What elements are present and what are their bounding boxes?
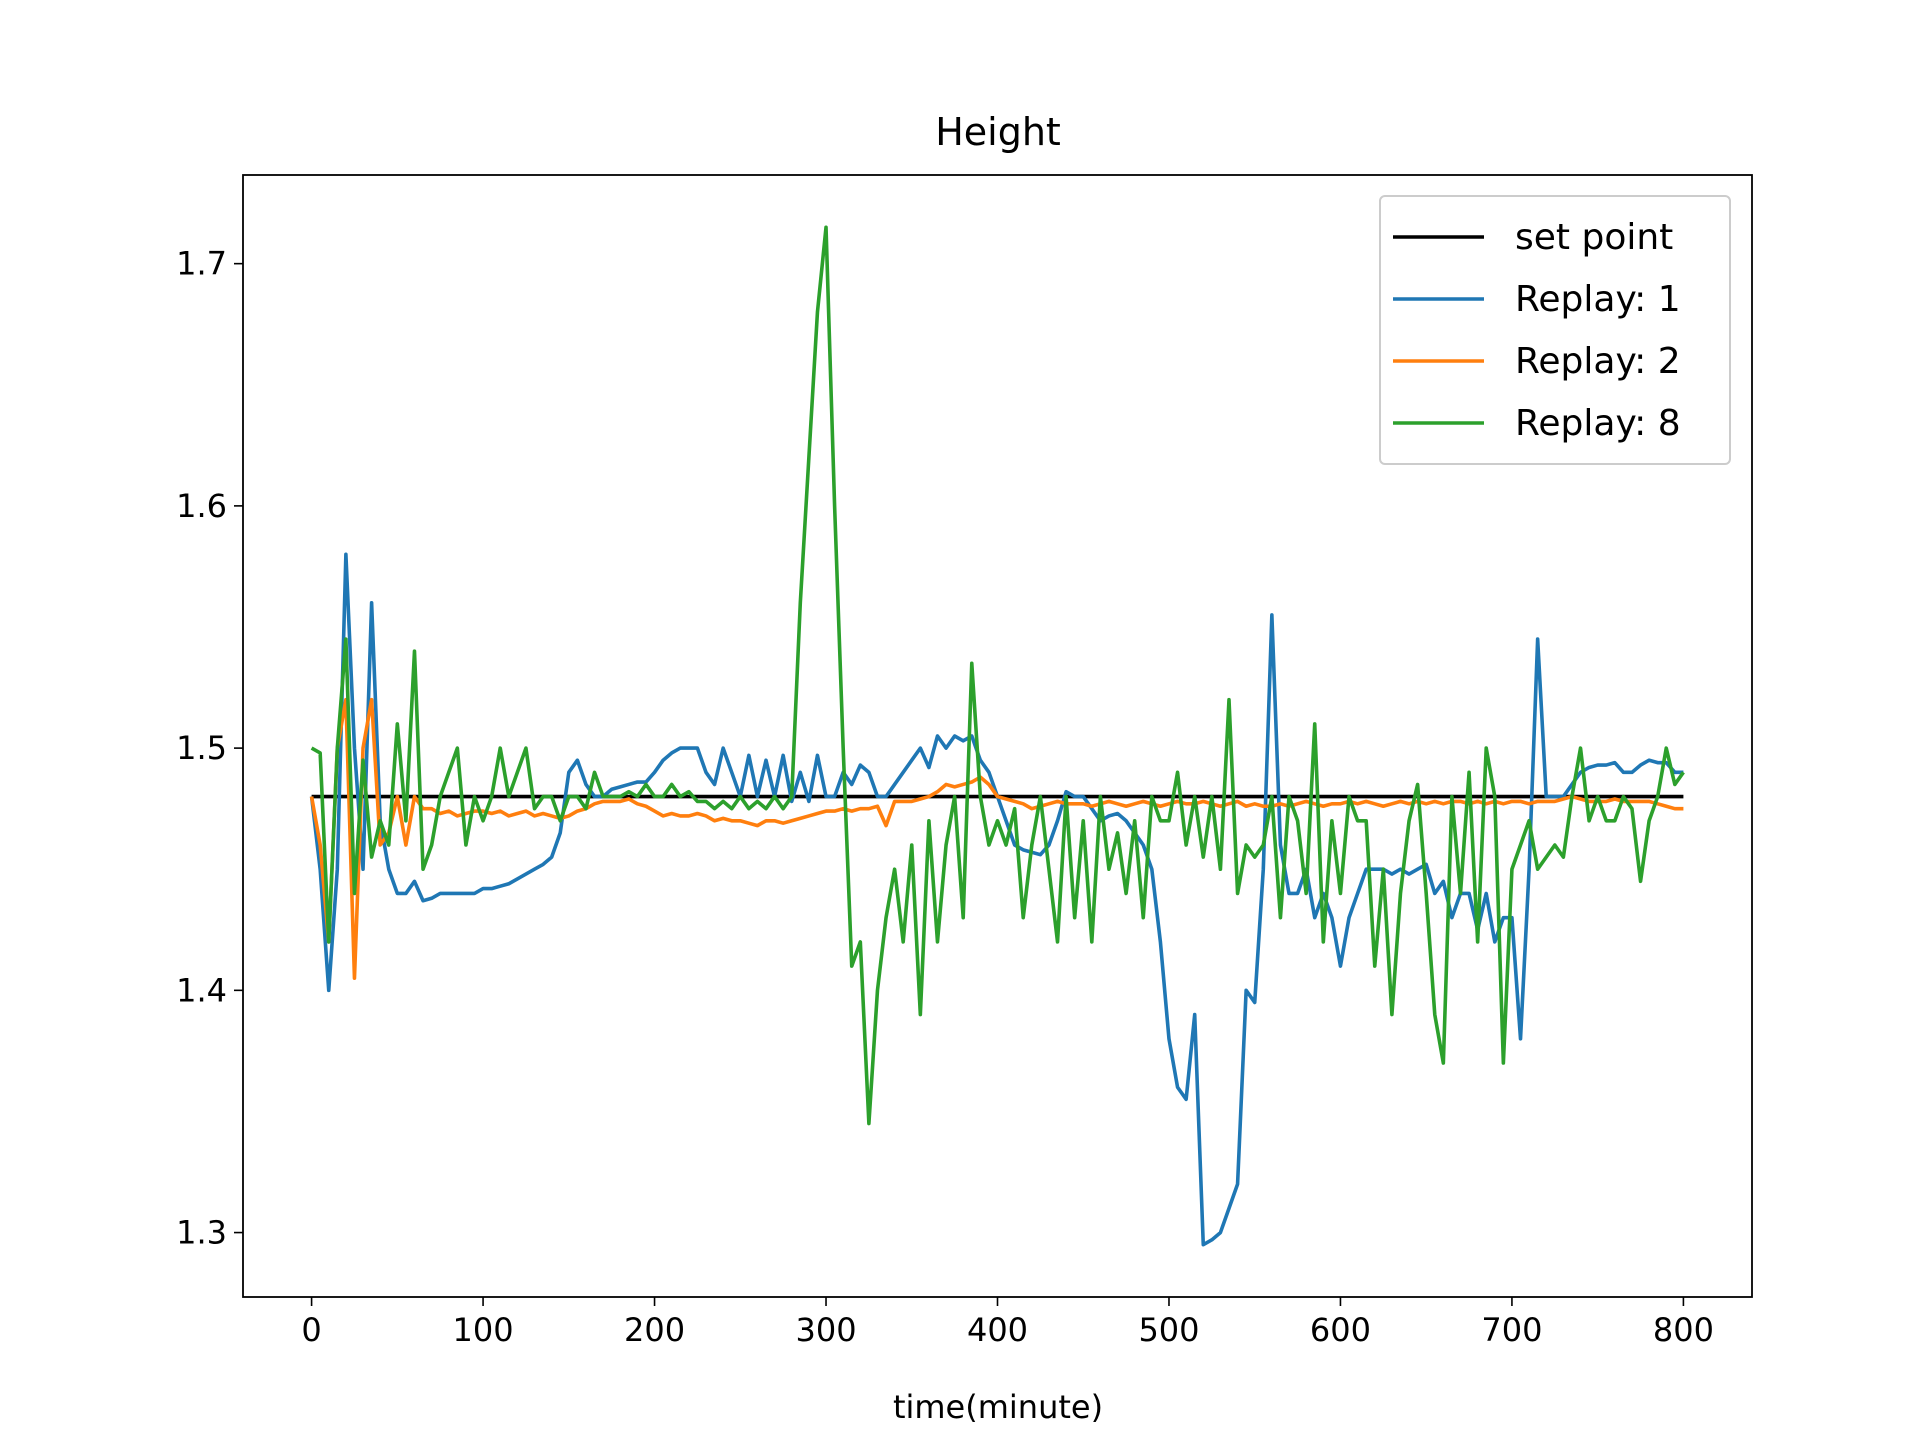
y-tick-label: 1.6 (176, 487, 227, 525)
x-tick-label: 300 (795, 1311, 856, 1349)
x-tick-label: 600 (1310, 1311, 1371, 1349)
legend-label: Replay: 2 (1515, 341, 1681, 382)
legend-label: Replay: 8 (1515, 403, 1681, 444)
y-tick-label: 1.3 (176, 1214, 227, 1252)
x-tick-label: 400 (967, 1311, 1028, 1349)
x-tick-label: 100 (453, 1311, 514, 1349)
series-line (309, 697, 1684, 981)
plot-frame (242, 174, 1753, 1298)
series-line (310, 225, 1685, 1126)
chart-title: Height (935, 110, 1061, 154)
series-line (309, 552, 1684, 1247)
x-tick-label: 200 (624, 1311, 685, 1349)
legend-box (1379, 195, 1731, 465)
y-tick-label: 1.7 (176, 245, 227, 283)
x-tick-label: 500 (1138, 1311, 1199, 1349)
x-tick-label: 700 (1481, 1311, 1542, 1349)
y-tick-label: 1.4 (176, 971, 227, 1009)
x-axis-label: time(minute) (893, 1388, 1103, 1426)
x-tick-label: 0 (301, 1311, 321, 1349)
legend-label: set point (1515, 217, 1673, 258)
y-tick-label: 1.5 (176, 729, 227, 767)
x-tick-label: 800 (1653, 1311, 1714, 1349)
legend-label: Replay: 1 (1515, 279, 1681, 320)
